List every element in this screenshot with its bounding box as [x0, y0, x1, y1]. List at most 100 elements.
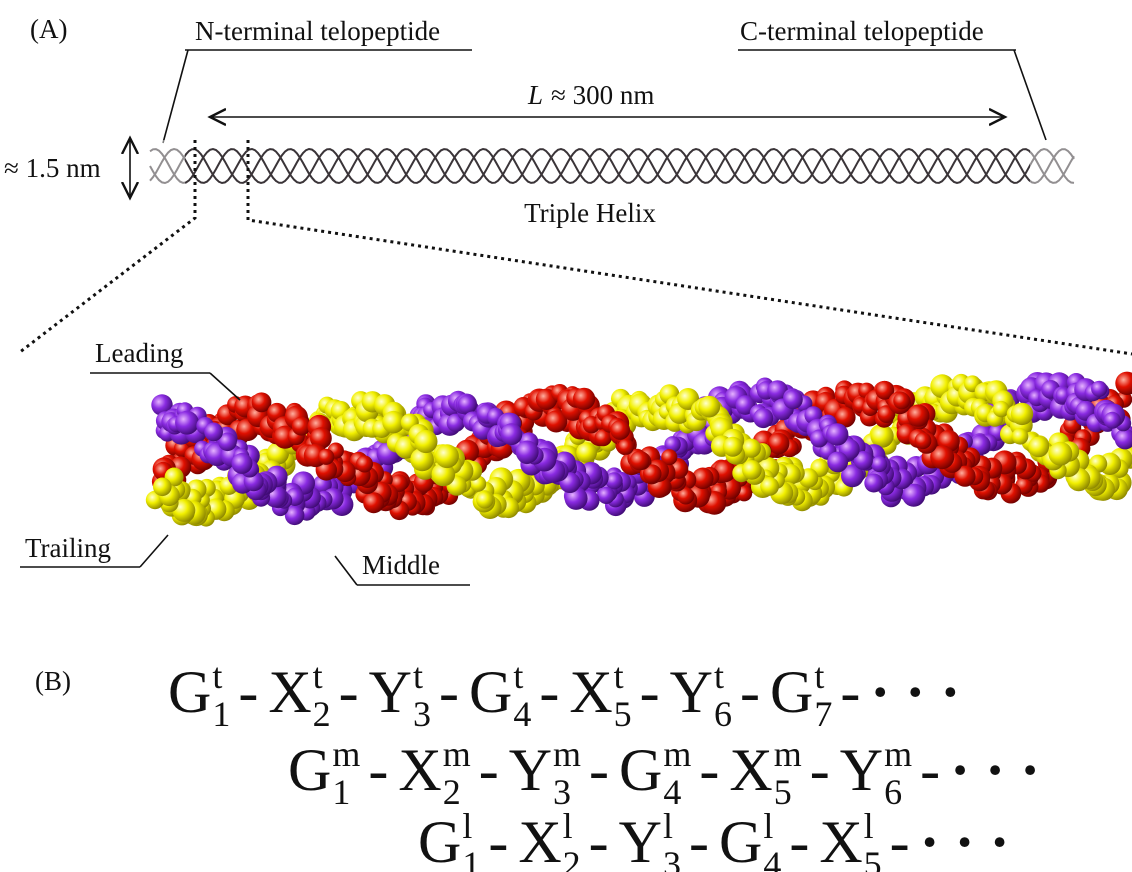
atom [864, 474, 883, 493]
subscript: 6 [884, 772, 902, 812]
helix-label: Triple Helix [524, 198, 656, 228]
separator: - [810, 737, 830, 803]
panel-label: (A) [30, 14, 67, 44]
atom [232, 453, 253, 474]
figure: (A) N-terminal telopeptide C-terminal te… [0, 0, 1132, 872]
atom [871, 456, 887, 472]
separator: - [488, 809, 508, 872]
separator: - [479, 737, 499, 803]
superscript: l [663, 806, 673, 846]
residue: X [729, 737, 772, 803]
atom [1104, 412, 1121, 429]
subscript: 3 [413, 694, 431, 734]
residue: G [469, 659, 512, 725]
diameter-label: ≈ 1.5 nm [4, 153, 101, 183]
separator: - [920, 737, 940, 803]
residue: G [719, 809, 762, 872]
subscript: 7 [814, 694, 832, 734]
separator: - [789, 809, 809, 872]
atom [476, 491, 493, 508]
superscript: t [313, 656, 323, 696]
superscript: l [864, 806, 874, 846]
atom [153, 478, 172, 497]
atom [1049, 442, 1073, 466]
atom [516, 441, 539, 464]
residue: G [168, 659, 211, 725]
separator: - [699, 737, 719, 803]
residue: Y [840, 737, 883, 803]
c-terminal-label: C-terminal telopeptide [740, 16, 984, 46]
superscript: t [714, 656, 724, 696]
residue: X [518, 809, 561, 872]
separator: - [740, 659, 760, 725]
subscript: 1 [212, 694, 230, 734]
zoom-line [248, 140, 1132, 354]
leading-label: Leading [95, 338, 183, 368]
subscript: 1 [332, 772, 350, 812]
superscript: m [443, 734, 471, 774]
atom [458, 395, 477, 414]
pointer [335, 556, 357, 585]
length-label: L ≈ 300 nm [527, 80, 654, 110]
panel-label: (B) [35, 666, 71, 696]
residue: X [268, 659, 311, 725]
subscript: 5 [614, 694, 632, 734]
atom [698, 396, 720, 418]
atom [893, 393, 910, 410]
atom [915, 432, 932, 449]
separator: - [589, 737, 609, 803]
atom [573, 388, 595, 410]
residue: X [819, 809, 862, 872]
separator: - [689, 809, 709, 872]
atom [1011, 403, 1033, 425]
residue: G [418, 809, 461, 872]
separator: - [368, 737, 388, 803]
separator: - [640, 659, 660, 725]
subscript: 4 [513, 694, 531, 734]
length-value: ≈ 300 nm [551, 80, 654, 110]
atom [1012, 428, 1028, 444]
separator: - [439, 659, 459, 725]
middle-label: Middle [362, 550, 440, 580]
superscript: m [553, 734, 581, 774]
continuation: · · · [950, 737, 1040, 803]
residue: Y [670, 659, 713, 725]
continuation: · · · [920, 809, 1010, 872]
subscript: 2 [443, 772, 461, 812]
subscript: 5 [864, 844, 882, 872]
atom [783, 390, 802, 409]
trailing-label: Trailing [25, 533, 111, 563]
residue: Y [369, 659, 412, 725]
atom [318, 449, 334, 465]
atom [753, 408, 773, 428]
residue: G [770, 659, 813, 725]
residue: Y [619, 809, 662, 872]
end-fade [1030, 140, 1080, 192]
length-symbol: L [527, 80, 543, 110]
superscript: m [332, 734, 360, 774]
atom [630, 451, 650, 471]
residue: X [569, 659, 612, 725]
superscript: l [462, 806, 472, 846]
atom [204, 423, 223, 442]
atom [610, 420, 630, 440]
atom [907, 404, 929, 426]
subscript: 4 [763, 844, 781, 872]
superscript: t [814, 656, 824, 696]
n-terminal-label: N-terminal telopeptide [195, 16, 440, 46]
superscript: t [413, 656, 423, 696]
atom [723, 437, 743, 457]
subscript: 1 [462, 844, 480, 872]
continuation: · · · [870, 659, 960, 725]
superscript: l [763, 806, 773, 846]
subscript: 3 [663, 844, 681, 872]
separator: - [339, 659, 359, 725]
separator: - [840, 659, 860, 725]
atom [435, 444, 459, 468]
separator: - [890, 809, 910, 872]
atom [1028, 437, 1049, 458]
residue: G [619, 737, 662, 803]
atom [356, 456, 373, 473]
triple-helix [145, 140, 1080, 192]
end-fade [145, 140, 185, 192]
